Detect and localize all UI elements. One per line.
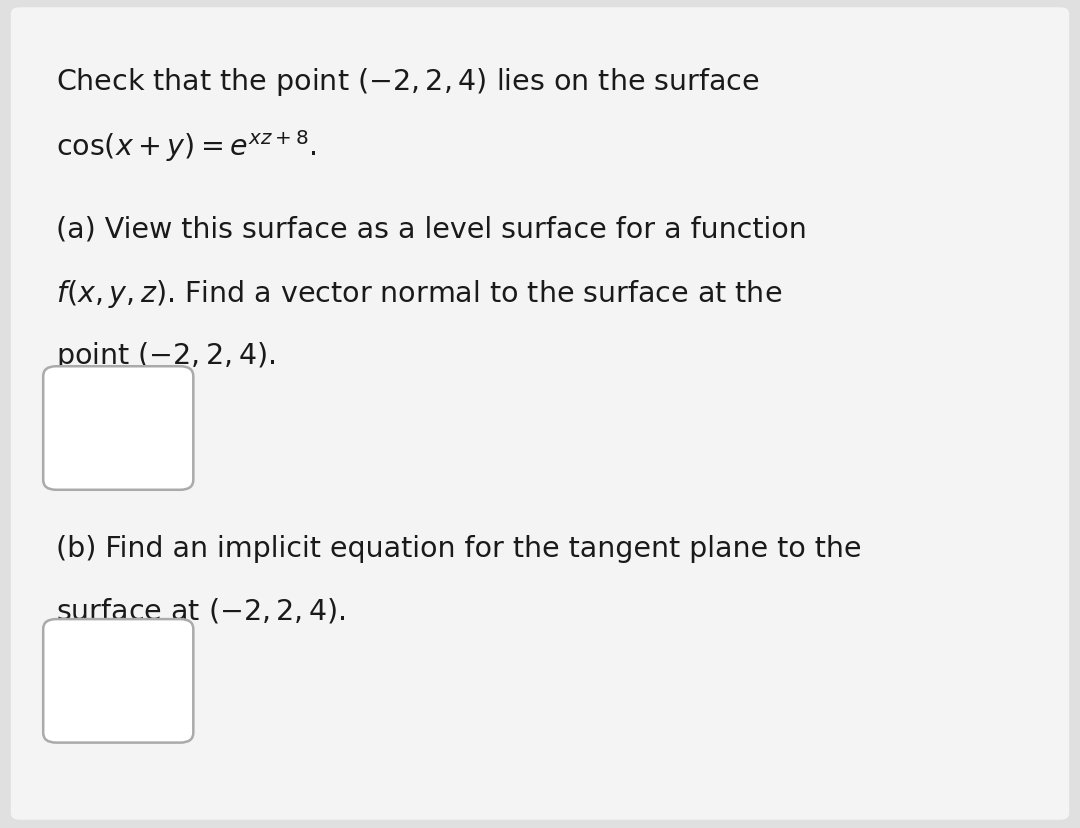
FancyBboxPatch shape: [11, 8, 1069, 820]
Text: $f(x, y, z)$. Find a vector normal to the surface at the: $f(x, y, z)$. Find a vector normal to th…: [56, 277, 782, 310]
Text: $\mathrm{cos}(x + y) = e^{xz+8}.$: $\mathrm{cos}(x + y) = e^{xz+8}.$: [56, 128, 318, 164]
FancyBboxPatch shape: [43, 619, 193, 743]
Text: (a) View this surface as a level surface for a function: (a) View this surface as a level surface…: [56, 215, 807, 243]
Text: (b) Find an implicit equation for the tangent plane to the: (b) Find an implicit equation for the ta…: [56, 534, 862, 562]
FancyBboxPatch shape: [43, 367, 193, 490]
Text: Check that the point $(-2, 2, 4)$ lies on the surface: Check that the point $(-2, 2, 4)$ lies o…: [56, 66, 760, 99]
Text: surface at $(-2, 2, 4)$.: surface at $(-2, 2, 4)$.: [56, 596, 346, 625]
Text: point $(-2, 2, 4)$.: point $(-2, 2, 4)$.: [56, 339, 275, 372]
